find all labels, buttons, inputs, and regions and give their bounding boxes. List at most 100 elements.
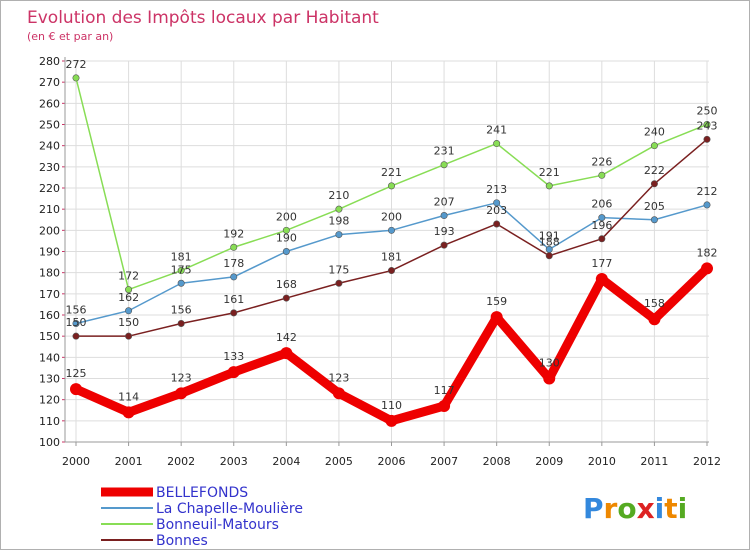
data-label-bellefonds: 125 <box>66 367 87 380</box>
x-tick-label: 2012 <box>693 455 721 468</box>
logo-letter: i <box>678 492 688 525</box>
logo-letter: P <box>583 492 604 525</box>
point-la-chapelle-mouliere <box>703 201 711 209</box>
point-bonneuil-matours <box>387 182 395 190</box>
point-bonnes <box>545 252 553 260</box>
x-tick-label: 2011 <box>640 455 668 468</box>
data-label-bonneuil-matours: 210 <box>328 189 349 202</box>
point-bonneuil-matours <box>125 286 133 294</box>
data-label-la-chapelle-mouliere: 162 <box>118 291 139 304</box>
y-tick-label: 180 <box>39 267 60 280</box>
data-label-bonnes: 243 <box>697 119 718 132</box>
point-bonneuil-matours <box>440 161 448 169</box>
point-bellefonds <box>227 366 240 379</box>
point-bellefonds <box>648 313 661 326</box>
legend-label-bonneuil-matours: Bonneuil-Matours <box>156 517 279 533</box>
point-bellefonds <box>70 383 82 396</box>
point-bonnes <box>440 241 448 249</box>
point-bonneuil-matours <box>703 121 711 129</box>
point-la-chapelle-mouliere <box>230 273 238 281</box>
x-tick-label: 2006 <box>378 455 406 468</box>
point-bonneuil-matours <box>230 243 238 251</box>
point-bonnes <box>282 294 290 302</box>
data-label-bonnes: 150 <box>118 316 139 329</box>
data-label-bonnes: 161 <box>223 293 244 306</box>
x-tick-label: 2002 <box>167 455 195 468</box>
x-tick-label: 2009 <box>535 455 563 468</box>
legend-label-bellefonds: BELLEFONDS <box>156 485 248 501</box>
y-tick-label: 270 <box>39 76 60 89</box>
data-label-la-chapelle-mouliere: 198 <box>328 215 349 228</box>
point-la-chapelle-mouliere <box>125 307 133 315</box>
point-bonneuil-matours <box>650 142 658 150</box>
point-la-chapelle-mouliere <box>72 319 80 327</box>
point-bellefonds <box>438 400 451 413</box>
data-labels: 156 162 175 178 190 198 200 207 213 191 206 205 212 2… <box>66 58 718 412</box>
x-tick-label: 2001 <box>115 455 143 468</box>
point-bellefonds <box>490 311 503 324</box>
data-label-bellefonds: 114 <box>118 390 139 403</box>
data-label-la-chapelle-mouliere: 156 <box>66 303 87 316</box>
data-label-la-chapelle-mouliere: 175 <box>171 263 192 276</box>
data-label-bonneuil-matours: 250 <box>697 105 718 118</box>
point-la-chapelle-mouliere <box>387 226 395 234</box>
y-tick-label: 100 <box>39 436 60 449</box>
data-label-bonneuil-matours: 221 <box>381 166 402 179</box>
point-bellefonds <box>543 372 556 385</box>
point-la-chapelle-mouliere <box>282 248 290 256</box>
point-bellefonds <box>122 406 135 419</box>
y-tick-label: 190 <box>39 246 60 259</box>
logo-letter: x <box>637 492 655 525</box>
point-bonneuil-matours <box>598 171 606 179</box>
point-bellefonds <box>332 387 345 400</box>
point-bonnes <box>650 180 658 188</box>
data-label-la-chapelle-mouliere: 190 <box>276 232 297 245</box>
point-bellefonds <box>280 347 293 360</box>
y-tick-label: 120 <box>39 394 60 407</box>
data-label-bonneuil-matours: 231 <box>434 145 455 158</box>
chart-subtitle: (en € et par an) <box>27 30 113 43</box>
point-bonnes <box>177 319 185 327</box>
point-la-chapelle-mouliere <box>598 214 606 222</box>
data-label-bellefonds: 110 <box>381 399 402 412</box>
point-bonneuil-matours <box>177 267 185 275</box>
data-label-bonnes: 150 <box>66 316 87 329</box>
data-label-la-chapelle-mouliere: 212 <box>697 185 718 198</box>
data-label-bonnes: 193 <box>434 225 455 238</box>
data-label-bonneuil-matours: 272 <box>66 58 87 71</box>
y-tick-label: 220 <box>39 182 60 195</box>
legend-label-la-chapelle-mouliere: La Chapelle-Moulière <box>156 501 303 517</box>
data-label-bonnes: 168 <box>276 278 297 291</box>
data-label-bellefonds: 123 <box>328 371 349 384</box>
y-tick-label: 240 <box>39 140 60 153</box>
point-bellefonds <box>595 273 608 286</box>
data-label-bellefonds: 158 <box>644 297 665 310</box>
y-tick-label: 140 <box>39 351 60 364</box>
point-bonnes <box>387 267 395 275</box>
y-tick-label: 280 <box>39 55 60 68</box>
y-tick-label: 110 <box>39 415 60 428</box>
data-label-bellefonds: 142 <box>276 331 297 344</box>
data-label-la-chapelle-mouliere: 178 <box>223 257 244 270</box>
series <box>70 74 713 427</box>
data-label-bonnes: 203 <box>486 204 507 217</box>
data-label-bonneuil-matours: 226 <box>591 155 612 168</box>
chart-title: Evolution des Impôts locaux par Habitant <box>27 8 379 28</box>
data-label-bonnes: 196 <box>591 219 612 232</box>
data-label-bonnes: 222 <box>644 164 665 177</box>
data-label-bonneuil-matours: 172 <box>118 270 139 283</box>
point-bonneuil-matours <box>545 182 553 190</box>
point-bonnes <box>335 279 343 287</box>
x-tick-label: 2005 <box>325 455 353 468</box>
x-tick-label: 2000 <box>62 455 90 468</box>
point-bonnes <box>493 220 501 228</box>
point-bonneuil-matours <box>493 140 501 148</box>
data-label-la-chapelle-mouliere: 207 <box>434 196 455 209</box>
data-label-la-chapelle-mouliere: 200 <box>381 210 402 223</box>
y-tick-label: 250 <box>39 119 60 132</box>
point-la-chapelle-mouliere <box>440 212 448 220</box>
point-bonneuil-matours <box>335 205 343 213</box>
point-la-chapelle-mouliere <box>493 199 501 207</box>
